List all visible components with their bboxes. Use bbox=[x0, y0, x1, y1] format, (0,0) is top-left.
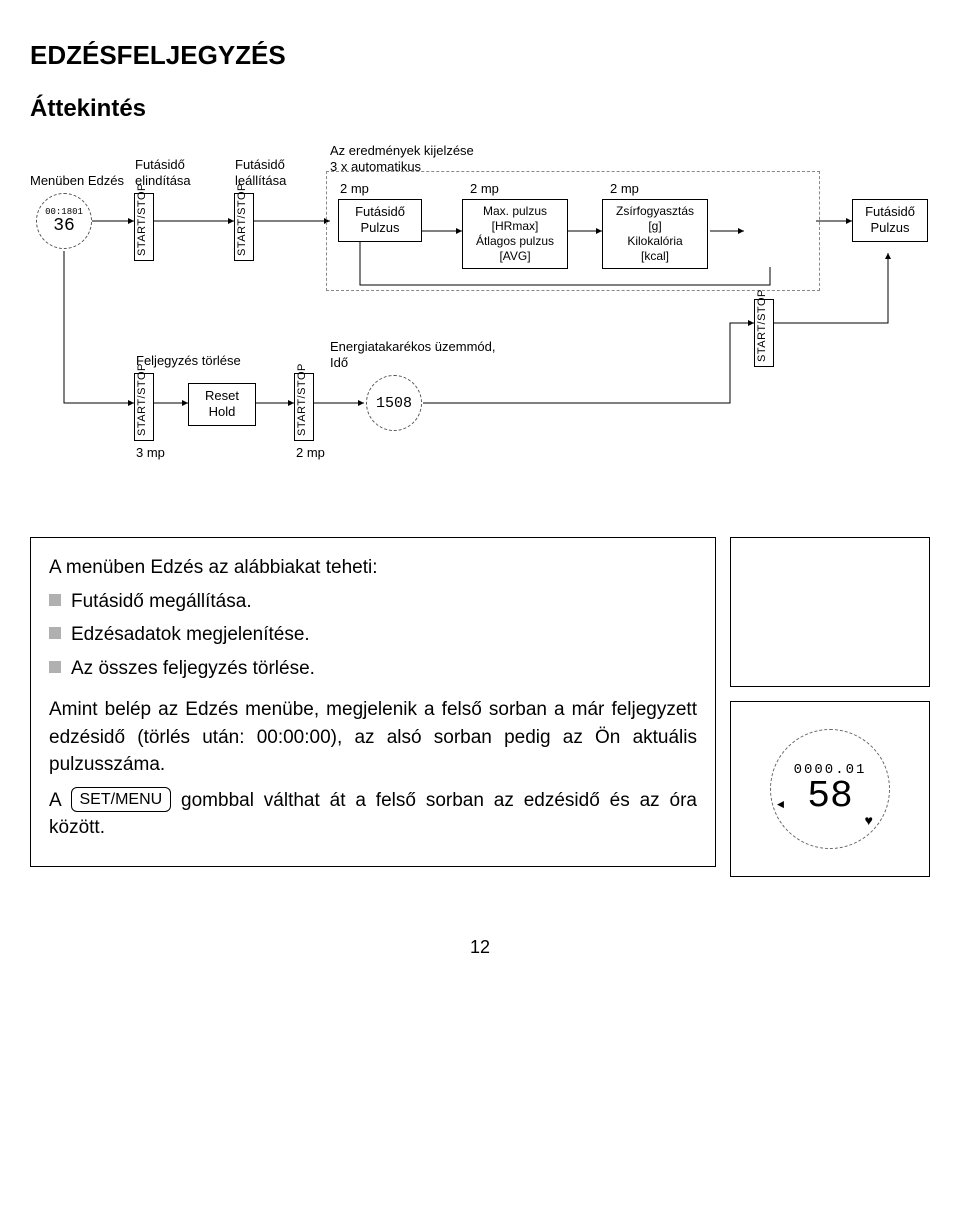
two-mp: 2 mp bbox=[296, 445, 325, 461]
sec-2: 2 mp bbox=[470, 181, 499, 197]
reset-hold-box: Reset Hold bbox=[188, 383, 256, 426]
watch-large-icon: 0000.01 58 ◄ ♥ bbox=[770, 729, 890, 849]
page-title: EDZÉSFELJEGYZÉS bbox=[30, 40, 930, 71]
bullet-list: Futásidő megállítása. Edzésadatok megjel… bbox=[49, 588, 697, 683]
paragraph-1: Amint belép az Edzés menübe, megjelenik … bbox=[49, 696, 697, 779]
bullet-3: Az összes feljegyzés törlése. bbox=[49, 655, 697, 683]
side-box-watch: 0000.01 58 ◄ ♥ bbox=[730, 701, 930, 877]
watch-icon-1: 00:1801 36 bbox=[36, 193, 92, 249]
startstop-btn-4: START/STOP bbox=[294, 373, 314, 441]
sec-1: 2 mp bbox=[340, 181, 369, 197]
page-subtitle: Áttekintés bbox=[30, 95, 930, 123]
para2-pre: A bbox=[49, 790, 71, 811]
paragraph-2: A SET/MENU gombbal válthat át a felső so… bbox=[49, 787, 697, 842]
flow-diagram: Menüben Edzés 00:1801 36 Futásidő elindí… bbox=[30, 143, 930, 513]
result-box-1: Futásidő Pulzus bbox=[338, 199, 422, 242]
page-number: 12 bbox=[30, 937, 930, 958]
watch-large-bot: 58 bbox=[807, 778, 853, 816]
watch1-bot: 36 bbox=[53, 217, 75, 235]
bullet-1: Futásidő megállítása. bbox=[49, 588, 697, 616]
startstop-btn-right: START/STOP bbox=[754, 299, 774, 367]
intro-text: A menüben Edzés az alábbiakat teheti: bbox=[49, 554, 697, 582]
eco-label: Energiatakarékos üzemmód, Idő bbox=[330, 339, 560, 372]
bullet-2: Edzésadatok megjelenítése. bbox=[49, 621, 697, 649]
three-mp: 3 mp bbox=[136, 445, 165, 461]
delete-label: Feljegyzés törlése bbox=[136, 353, 276, 369]
info-box-text: A menüben Edzés az alábbiakat teheti: Fu… bbox=[30, 537, 716, 867]
result-box-3: Zsírfogyasztás [g] Kilokalória [kcal] bbox=[602, 199, 708, 269]
side-box-empty bbox=[730, 537, 930, 687]
results-label: Az eredmények kijelzése 3 x automatikus bbox=[330, 143, 550, 176]
setmenu-key: SET/MENU bbox=[71, 787, 172, 812]
menu-label: Menüben Edzés bbox=[30, 173, 130, 189]
startstop-btn-2: START/STOP bbox=[234, 193, 254, 261]
result-box-4: Futásidő Pulzus bbox=[852, 199, 928, 242]
result-box-2: Max. pulzus [HRmax] Átlagos pulzus [AVG] bbox=[462, 199, 568, 269]
watch-icon-2: 1508 bbox=[366, 375, 422, 431]
startstop-btn-1: START/STOP bbox=[134, 193, 154, 261]
sec-3: 2 mp bbox=[610, 181, 639, 197]
startstop-btn-3: START/STOP bbox=[134, 373, 154, 441]
watch2-bot: 1508 bbox=[376, 396, 412, 411]
